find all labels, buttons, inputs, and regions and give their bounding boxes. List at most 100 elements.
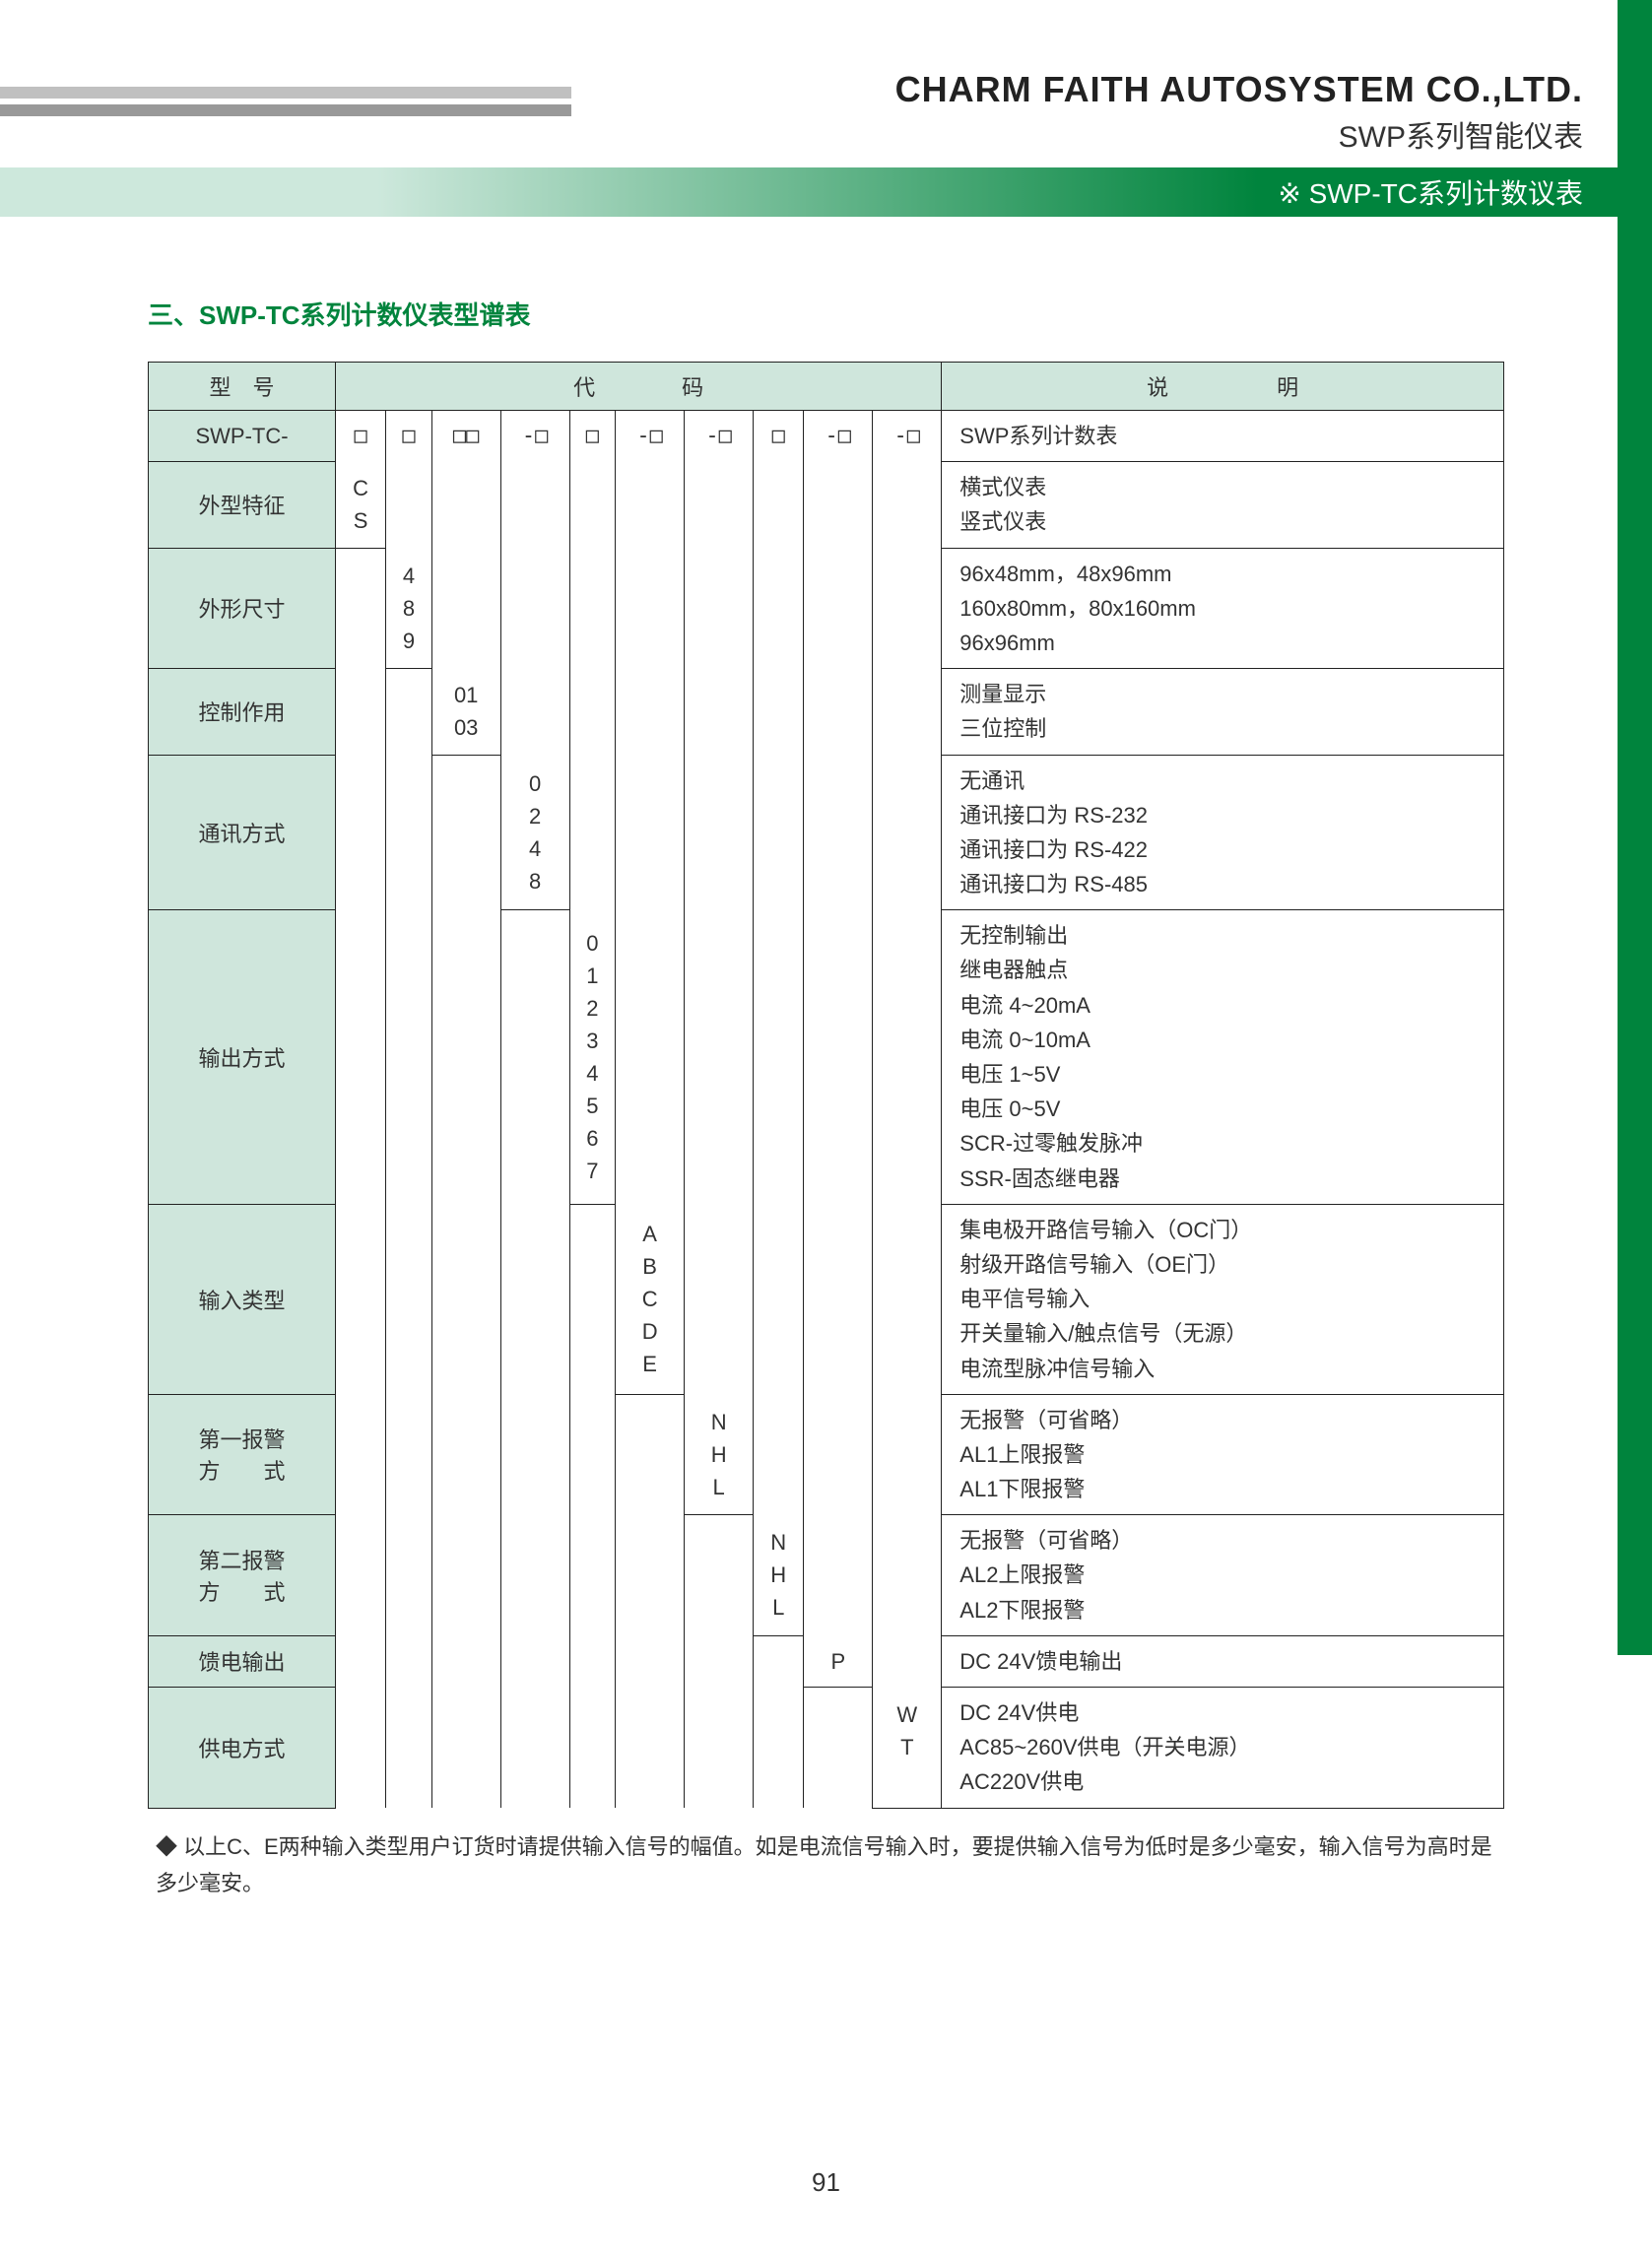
- step-blank: [685, 669, 754, 755]
- step-blank: [569, 669, 616, 755]
- row-label: 外型特征: [149, 462, 336, 548]
- table-row: 输入类型 A B C D E 集电极开路信号输入（OC门） 射级开路信号输入（O…: [149, 1204, 1504, 1394]
- step-blank: [569, 1394, 616, 1515]
- code-box-1: □: [336, 411, 386, 462]
- row-label: 通讯方式: [149, 755, 336, 910]
- footnote: ◆ 以上C、E两种输入类型用户订货时请提供输入信号的幅值。如是电流信号输入时，要…: [148, 1828, 1504, 1902]
- row-desc: 集电极开路信号输入（OC门） 射级开路信号输入（OE门） 电平信号输入 开关量输…: [942, 1204, 1504, 1394]
- code-value: C S: [336, 462, 386, 548]
- step-blank: [873, 755, 942, 910]
- step-blank: [754, 462, 804, 548]
- step-blank: [500, 669, 569, 755]
- step-blank: [569, 1688, 616, 1809]
- table-row: 输出方式 0 1 2 3 4 5 6 7 无控制输出 继电器触点 电流 4~20…: [149, 910, 1504, 1205]
- step-blank: [685, 462, 754, 548]
- step-blank: [431, 1688, 500, 1809]
- step-blank: [500, 1394, 569, 1515]
- step-blank: [569, 755, 616, 910]
- step-blank: [804, 1204, 873, 1394]
- step-blank: [685, 1635, 754, 1687]
- step-blank: [804, 669, 873, 755]
- step-blank: [804, 1394, 873, 1515]
- row-label: 外形尺寸: [149, 548, 336, 669]
- step-blank: [873, 1394, 942, 1515]
- step-blank: [431, 1204, 500, 1394]
- code-box-9: -□: [804, 411, 873, 462]
- step-blank: [616, 669, 685, 755]
- step-blank: [386, 1688, 432, 1809]
- row-desc: DC 24V馈电输出: [942, 1635, 1504, 1687]
- table-row: 控制作用 01 03 测量显示 三位控制: [149, 669, 1504, 755]
- row-desc: 测量显示 三位控制: [942, 669, 1504, 755]
- table-row: 供电方式 W T DC 24V供电 AC85~260V供电（开关电源） AC22…: [149, 1688, 1504, 1809]
- th-code: 代 码: [336, 363, 942, 411]
- step-blank: [431, 1515, 500, 1636]
- code-value: 4 8 9: [386, 548, 432, 669]
- code-value: 01 03: [431, 669, 500, 755]
- step-blank: [616, 1515, 685, 1636]
- row-desc: 96x48mm，48x96mm 160x80mm，80x160mm 96x96m…: [942, 548, 1504, 669]
- step-blank: [569, 1515, 616, 1636]
- step-blank: [386, 462, 432, 548]
- step-blank: [500, 1688, 569, 1809]
- step-blank: [336, 755, 386, 910]
- green-banner: ※ SWP-TC系列计数议表: [0, 167, 1652, 217]
- step-blank: [873, 548, 942, 669]
- banner-text: ※ SWP-TC系列计数议表: [1258, 167, 1652, 217]
- step-blank: [336, 1635, 386, 1687]
- step-blank: [569, 548, 616, 669]
- step-blank: [616, 1394, 685, 1515]
- step-blank: [569, 1635, 616, 1687]
- step-blank: [873, 669, 942, 755]
- code-value: N H L: [685, 1394, 754, 1515]
- desc-swp: SWP系列计数表: [942, 411, 1504, 462]
- code-box-6: -□: [616, 411, 685, 462]
- label-swptc: SWP-TC-: [149, 411, 336, 462]
- code-box-7: -□: [685, 411, 754, 462]
- step-blank: [754, 1635, 804, 1687]
- step-blank: [754, 755, 804, 910]
- step-blank: [685, 1688, 754, 1809]
- right-green-bar: [1618, 0, 1652, 1655]
- step-blank: [431, 910, 500, 1205]
- step-blank: [500, 1204, 569, 1394]
- step-blank: [336, 669, 386, 755]
- step-blank: [616, 1635, 685, 1687]
- step-blank: [431, 548, 500, 669]
- step-blank: [804, 910, 873, 1205]
- step-blank: [754, 1394, 804, 1515]
- step-blank: [431, 1635, 500, 1687]
- step-blank: [754, 548, 804, 669]
- row-desc: DC 24V供电 AC85~260V供电（开关电源） AC220V供电: [942, 1688, 1504, 1809]
- step-blank: [804, 462, 873, 548]
- table-row: 外型特征C S 横式仪表 竖式仪表: [149, 462, 1504, 548]
- step-blank: [569, 1204, 616, 1394]
- step-blank: [386, 1515, 432, 1636]
- step-blank: [336, 910, 386, 1205]
- table-row: 第二报警 方 式 N H L 无报警（可省略） AL2上限报警 AL2下限报警: [149, 1515, 1504, 1636]
- code-value: A B C D E: [616, 1204, 685, 1394]
- step-blank: [386, 755, 432, 910]
- step-blank: [386, 1635, 432, 1687]
- row-label: 供电方式: [149, 1688, 336, 1809]
- step-blank: [386, 910, 432, 1205]
- row-label: 馈电输出: [149, 1635, 336, 1687]
- step-blank: [873, 1515, 942, 1636]
- step-blank: [431, 462, 500, 548]
- step-blank: [386, 1394, 432, 1515]
- code-box-3: □□: [431, 411, 500, 462]
- section-title: 三、SWP-TC系列计数仪表型谱表: [148, 296, 1504, 332]
- th-model: 型 号: [149, 363, 336, 411]
- gray-accent-bars: [0, 87, 571, 116]
- step-blank: [616, 910, 685, 1205]
- step-blank: [500, 910, 569, 1205]
- main-content: 三、SWP-TC系列计数仪表型谱表 型 号 代 码 说 明 SWP-TC- □ …: [0, 217, 1652, 1901]
- step-blank: [431, 755, 500, 910]
- step-blank: [685, 1204, 754, 1394]
- step-blank: [500, 1515, 569, 1636]
- row-label: 输出方式: [149, 910, 336, 1205]
- step-blank: [804, 755, 873, 910]
- table-row: 馈电输出 P DC 24V馈电输出: [149, 1635, 1504, 1687]
- step-blank: [616, 755, 685, 910]
- th-desc: 说 明: [942, 363, 1504, 411]
